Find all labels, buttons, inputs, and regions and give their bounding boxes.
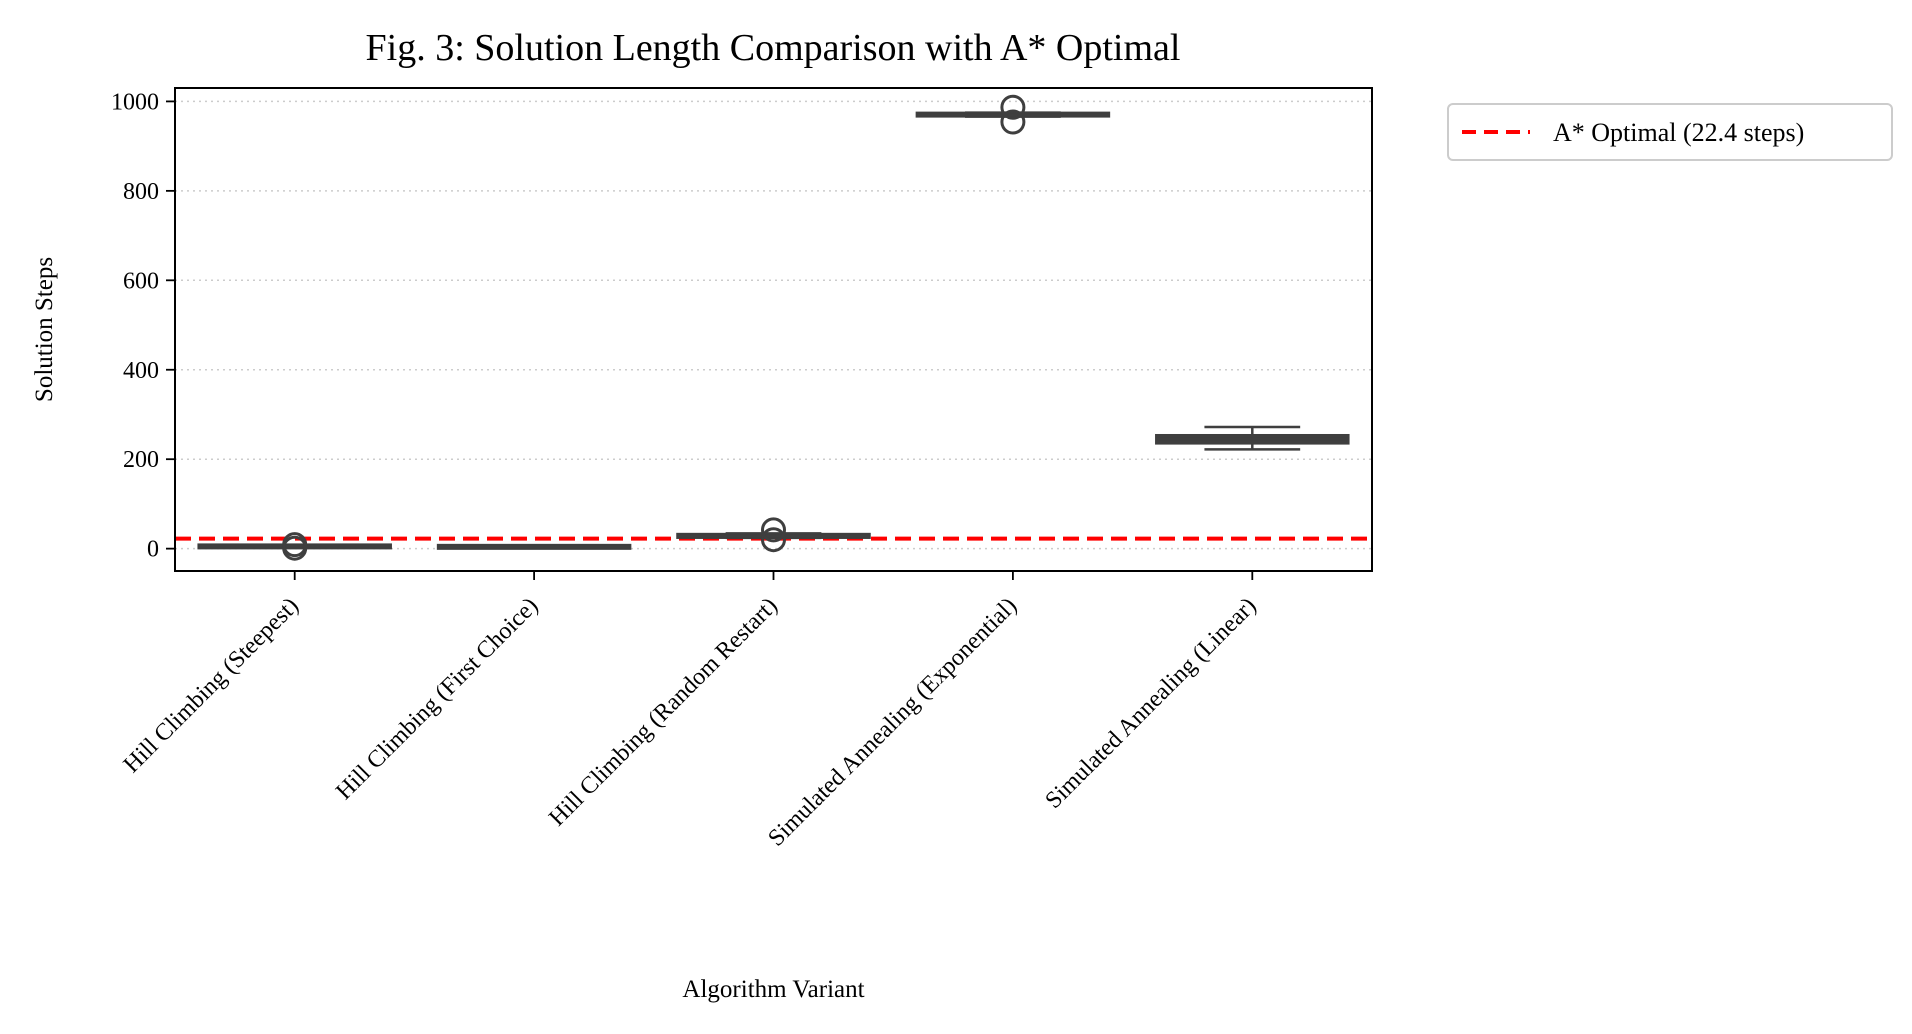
chart-title: Fig. 3: Solution Length Comparison with … — [366, 27, 1181, 69]
gridlines — [175, 100, 1372, 550]
legend: A* Optimal (22.4 steps) — [1447, 103, 1893, 161]
outlier-point — [1000, 94, 1026, 120]
y-tick-label: 1000 — [111, 89, 159, 115]
x-axis-label: Algorithm Variant — [682, 976, 864, 1003]
y-tick-label: 600 — [123, 268, 159, 294]
x-tick-label: Hill Climbing (Steepest) — [119, 593, 304, 778]
x-axis: Hill Climbing (Steepest) Hill Climbing (F… — [119, 571, 1262, 852]
box-group — [1155, 425, 1350, 451]
outlier-point — [761, 517, 786, 543]
box-group — [197, 532, 392, 561]
outlier-point — [282, 532, 308, 558]
plot-area-frame — [174, 87, 1373, 572]
x-tick-label: Hill Climbing (Random Restart) — [544, 593, 783, 832]
legend-label: A* Optimal (22.4 steps) — [1553, 118, 1804, 147]
outlier-point — [1000, 109, 1026, 135]
y-axis-label: Solution Steps — [31, 257, 58, 402]
y-tick-label: 200 — [123, 447, 159, 473]
x-tick-label: Hill Climbing (First Choice) — [331, 593, 543, 805]
outlier-point — [761, 527, 786, 553]
x-tick-label: Simulated Annealing (Exponential) — [763, 593, 1022, 852]
y-tick-label: 0 — [147, 537, 159, 563]
box-group — [436, 543, 632, 550]
x-tick-label: Simulated Annealing (Linear) — [1041, 593, 1262, 814]
y-tick-label: 800 — [123, 179, 159, 205]
y-tick-label: 400 — [123, 358, 159, 384]
legend-frame — [1447, 103, 1893, 161]
boxes-layer — [197, 94, 1350, 561]
box-group — [915, 94, 1111, 135]
box-group — [676, 517, 871, 553]
y-axis: 0 200 400 600 800 1000 — [111, 89, 175, 563]
